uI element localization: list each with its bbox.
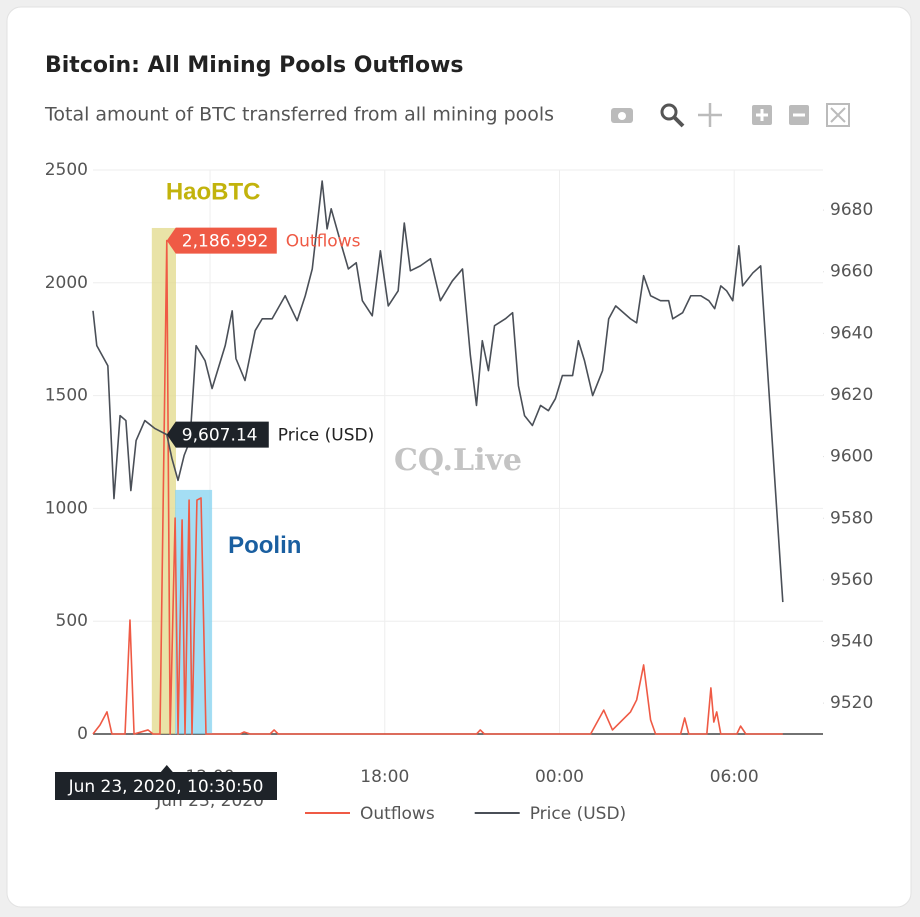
hover-value: 2,186.992	[182, 232, 269, 252]
watermark: CQ.Live	[394, 443, 522, 478]
y2-tick-label: 9520	[830, 693, 873, 713]
y-tick-label: 1500	[45, 386, 88, 406]
y-tick-label: 2500	[45, 160, 88, 180]
annotation-text: HaoBTC	[166, 178, 261, 205]
series-line	[92, 180, 784, 603]
toolbar[interactable]	[611, 103, 850, 128]
chart-subtitle: Total amount of BTC transferred from all…	[44, 104, 554, 126]
y-tick-label: 2000	[45, 273, 88, 293]
hover-name: Outflows	[286, 232, 361, 252]
annotation-text: Poolin	[228, 532, 301, 559]
hover-box	[166, 421, 269, 448]
hover-name: Price (USD)	[278, 426, 374, 446]
legend-label: Price (USD)	[530, 804, 626, 824]
pan-icon[interactable]	[698, 103, 722, 127]
zoom-icon[interactable]	[660, 103, 685, 128]
hover-box	[166, 227, 277, 254]
hover-x-label: Jun 23, 2020, 10:30:50	[68, 777, 264, 797]
y-tick-label: 0	[77, 724, 88, 744]
y2-tick-label: 9660	[830, 262, 873, 282]
y2-tick-label: 9640	[830, 323, 873, 343]
hover-x-box	[55, 765, 277, 800]
y-tick-label: 1000	[45, 498, 88, 518]
camera-icon[interactable]	[611, 108, 633, 123]
y2-tick-label: 9560	[830, 570, 873, 590]
zoom-out-icon[interactable]	[789, 105, 809, 125]
x-tick-label: 18:00	[360, 767, 409, 787]
chart-title: Bitcoin: All Mining Pools Outflows	[45, 53, 463, 78]
x-tick-label: 06:00	[710, 767, 759, 787]
y-tick-label: 500	[56, 611, 88, 631]
autoscale-icon[interactable]	[826, 103, 850, 127]
series-line	[92, 239, 783, 735]
zoom-in-icon[interactable]	[752, 105, 772, 125]
y2-tick-label: 9680	[830, 200, 873, 220]
y2-tick-label: 9600	[830, 447, 873, 467]
x-tick-label: 00:00	[535, 767, 584, 787]
y2-tick-label: 9540	[830, 632, 873, 652]
y2-tick-label: 9580	[830, 508, 873, 528]
y2-tick-label: 9620	[830, 385, 873, 405]
legend-label: Outflows	[360, 804, 435, 824]
hover-value: 9,607.14	[182, 426, 258, 446]
